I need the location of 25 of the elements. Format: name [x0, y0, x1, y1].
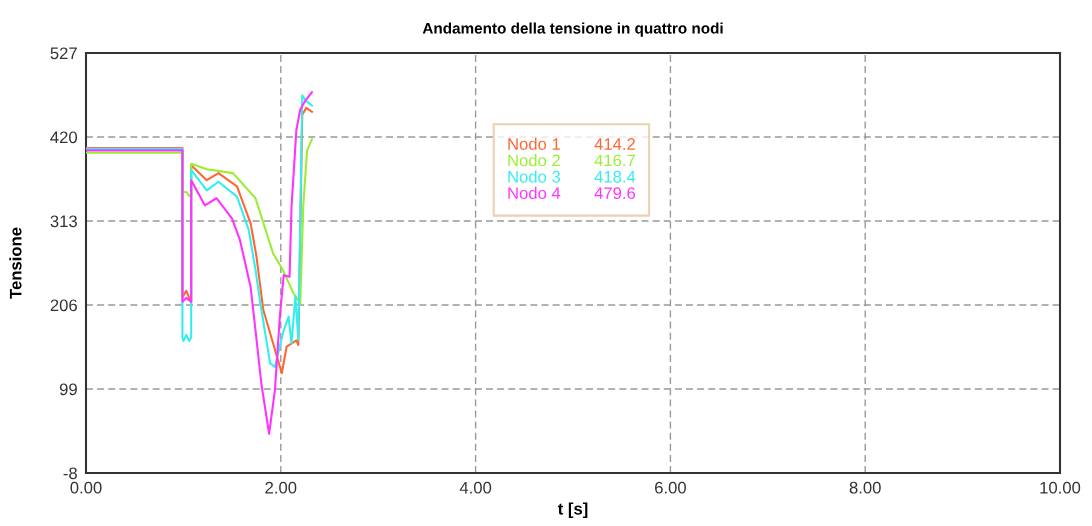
text: Nodo 3 [508, 170, 561, 183]
annotation: 479.6 [594, 187, 636, 200]
annotation: 416.7 [594, 154, 635, 167]
y-tick-label: -8 [63, 467, 77, 480]
line-series [86, 138, 314, 305]
line-series [86, 91, 314, 435]
chart-title: Andamento della tensione in quattro nodi [422, 22, 723, 37]
x-tick-label: 10.00 [1040, 481, 1081, 494]
x-tick-label: 2.00 [265, 481, 297, 494]
x-axis-title: t [s] [557, 502, 588, 518]
y-tick-label: 99 [59, 383, 77, 396]
x-tick-label: 0.00 [70, 481, 102, 494]
x-tick-label: 6.00 [655, 481, 686, 494]
annotation: 418.4 [594, 170, 636, 183]
annotation: 414.2 [594, 138, 635, 150]
text: Nodo 2 [508, 154, 560, 167]
text: Nodo 4 [508, 186, 561, 200]
x-tick-label: 4.00 [459, 481, 492, 494]
y-tick-label: 206 [50, 299, 77, 312]
x-tick-label: 8.00 [849, 481, 881, 494]
y-tick-label: 527 [50, 47, 77, 60]
y-tick-label: 420 [50, 131, 78, 144]
y-axis-title: Tensione [9, 227, 22, 299]
y-tick-label: 313 [50, 215, 77, 228]
text: Nodo 1 [508, 137, 560, 150]
